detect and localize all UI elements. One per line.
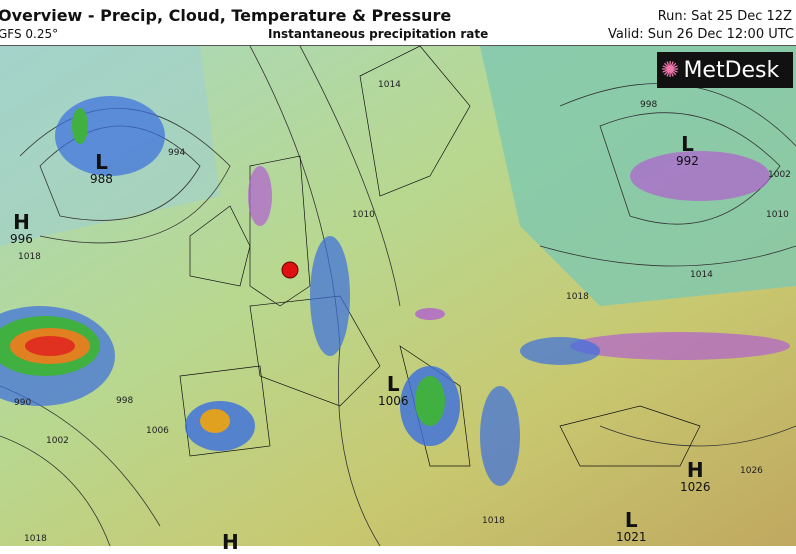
isobar-label: 994	[168, 148, 186, 158]
isobar-label: 998	[640, 100, 658, 110]
high-pressure-996: H 996	[10, 210, 33, 246]
isobar-label: 1026	[740, 466, 763, 476]
location-marker[interactable]	[281, 261, 299, 279]
logo-text: MetDesk	[683, 57, 780, 83]
valid-time: Valid: Sun 26 Dec 12:00 UTC	[607, 27, 794, 42]
low-pressure-988: L 988	[90, 150, 113, 186]
precipitation	[0, 96, 790, 486]
isobar-label: 1010	[766, 210, 789, 220]
run-time: Run: Sat 25 Dec 12Z	[657, 9, 792, 24]
isobar-label: 1018	[482, 516, 505, 526]
header: Overview - Precip, Cloud, Temperature & …	[0, 0, 796, 46]
starburst-logo-icon: ✺	[661, 57, 680, 83]
weather-map	[0, 46, 796, 546]
low-pressure-992: L 992	[676, 132, 699, 168]
isobar-label: 990	[14, 398, 32, 408]
isobar-label: 1018	[24, 534, 47, 544]
isobar-label: 998	[116, 396, 134, 406]
isobar-label: 1018	[18, 252, 41, 262]
isobar-label: 1014	[690, 270, 713, 280]
low-pressure-1021: L 1021	[616, 508, 647, 544]
low-pressure-1006: L 1006	[378, 372, 409, 408]
isobar-label: 1006	[146, 426, 169, 436]
model-label: GFS 0.25°	[0, 27, 59, 41]
high-pressure-1026: H 1026	[680, 458, 711, 494]
map-subtitle: Instantaneous precipitation rate	[268, 27, 489, 41]
map-title: Overview - Precip, Cloud, Temperature & …	[0, 6, 452, 25]
isobar-label: 1010	[352, 210, 375, 220]
isobar-label: 1018	[566, 292, 589, 302]
isobar-label: 1002	[768, 170, 791, 180]
metdesk-logo: ✺ MetDesk	[657, 52, 793, 88]
isobar-label: 1002	[46, 436, 69, 446]
high-pressure-south: H	[222, 530, 239, 554]
isobar-label: 1014	[378, 80, 401, 90]
